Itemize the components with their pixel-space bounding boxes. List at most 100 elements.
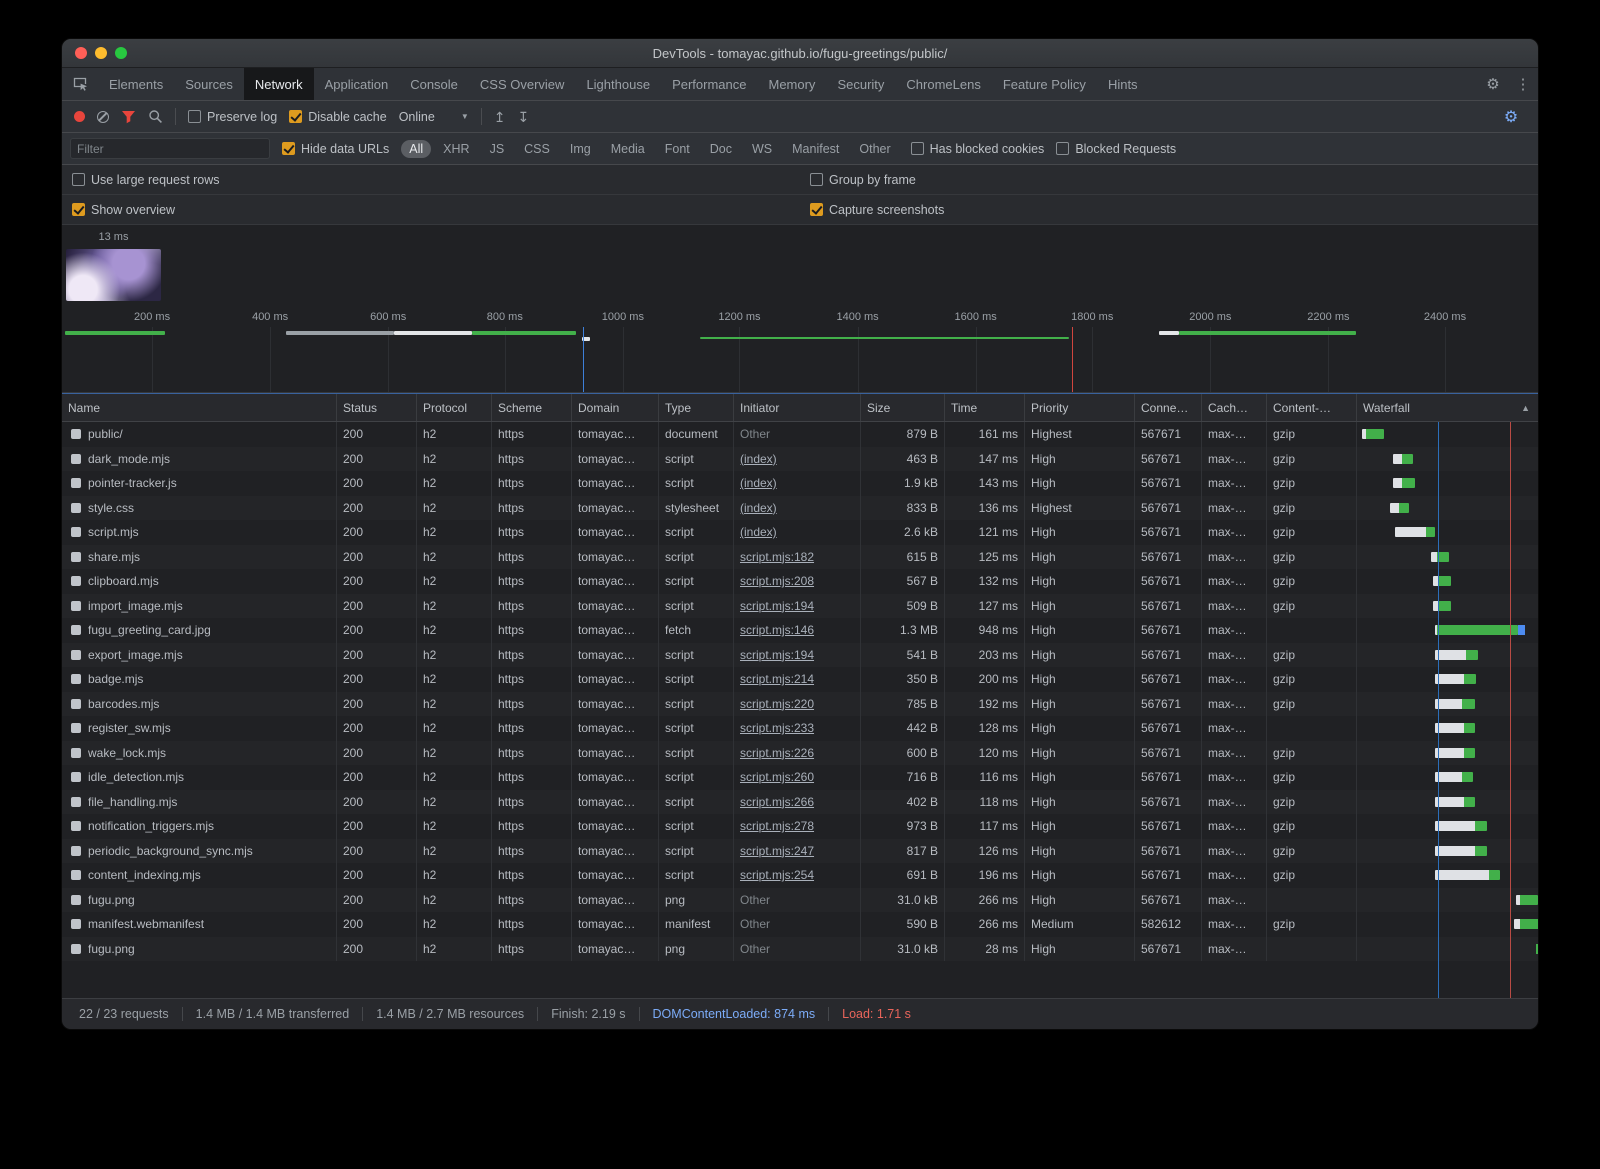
initiator-link[interactable]: script.mjs:260: [740, 770, 815, 784]
column-header-name[interactable]: Name: [62, 394, 337, 421]
initiator-link[interactable]: script.mjs:194: [740, 598, 815, 613]
table-row[interactable]: pointer-tracker.js 200 h2 https tomayac… scri…: [62, 471, 1538, 496]
initiator-link[interactable]: script.mjs:182: [740, 549, 815, 564]
initiator-link[interactable]: script.mjs:226: [740, 745, 815, 760]
table-row[interactable]: clipboard.mjs 200 h2 https tomayac… script scr…: [62, 569, 1538, 594]
table-row[interactable]: wake_lock.mjs 200 h2 https tomayac… script scr…: [62, 740, 1538, 765]
tab-performance[interactable]: Performance: [672, 76, 747, 92]
initiator-link[interactable]: script.mjs:194: [740, 647, 815, 662]
preserve-log-checkbox[interactable]: Preserve log: [188, 110, 277, 124]
clear-requests-icon[interactable]: [97, 110, 109, 123]
initiator-link[interactable]: script.mjs:278: [740, 819, 815, 833]
column-header-cache[interactable]: Cach…: [1202, 394, 1267, 421]
table-row[interactable]: periodic_background_sync.mjs 200 h2 https to…: [62, 838, 1538, 863]
column-header-type[interactable]: Type: [659, 394, 734, 421]
tab-application[interactable]: Application: [324, 76, 389, 92]
table-row[interactable]: fugu_greeting_card.jpg 200 h2 https tomayac……: [62, 618, 1538, 643]
table-row[interactable]: fugu.png 200 h2 https tomayac… png Other 31.0 k…: [62, 887, 1538, 912]
throttling-dropdown[interactable]: Online ▼: [399, 110, 469, 124]
tab-elements[interactable]: Elements: [109, 76, 164, 92]
tab-security[interactable]: Security: [837, 76, 885, 92]
use-large-request-rows-checkbox[interactable]: Use large request rows: [72, 173, 220, 187]
tab-sources[interactable]: Sources: [185, 76, 233, 92]
table-row[interactable]: content_indexing.mjs 200 h2 https tomayac… sc…: [62, 863, 1538, 888]
filter-chip-ws[interactable]: WS: [752, 141, 773, 156]
table-row[interactable]: fugu.png 200 h2 https tomayac… png Other 31.0 k…: [62, 936, 1538, 961]
table-row[interactable]: manifest.webmanifest 200 h2 https tomayac… ma…: [62, 912, 1538, 937]
column-header-size[interactable]: Size: [861, 394, 945, 421]
inspect-element-button[interactable]: [62, 68, 98, 100]
initiator-link[interactable]: script.mjs:247: [740, 843, 815, 858]
filter-chip-js[interactable]: JS: [489, 141, 505, 156]
export-har-icon[interactable]: ↧: [517, 108, 530, 125]
table-row[interactable]: barcodes.mjs 200 h2 https tomayac… script scri…: [62, 691, 1538, 716]
settings-gear-icon[interactable]: ⚙: [1486, 76, 1500, 93]
tab-console[interactable]: Console: [410, 76, 458, 92]
table-row[interactable]: public/200 h2 https tomayac… document Other 87…: [62, 422, 1538, 447]
tab-feature-policy[interactable]: Feature Policy: [1002, 76, 1086, 92]
has-blocked-cookies-checkbox[interactable]: Has blocked cookies: [910, 142, 1044, 156]
tab-chromelens[interactable]: ChromeLens: [906, 76, 981, 92]
column-header-scheme[interactable]: Scheme: [492, 394, 572, 421]
zoom-window-button[interactable]: [115, 47, 127, 59]
close-window-button[interactable]: [75, 47, 87, 59]
filter-chip-manifest[interactable]: Manifest: [792, 141, 840, 156]
column-header-content[interactable]: Content-…: [1267, 394, 1357, 421]
import-har-icon[interactable]: ↥: [493, 108, 506, 125]
initiator-link[interactable]: script.mjs:233: [740, 721, 815, 735]
tab-network[interactable]: Network: [243, 68, 314, 100]
initiator-link[interactable]: (index): [740, 525, 777, 539]
table-row[interactable]: idle_detection.mjs 200 h2 https tomayac… scri…: [62, 765, 1538, 790]
initiator-link[interactable]: (index): [740, 476, 777, 490]
filter-chip-media[interactable]: Media: [610, 141, 645, 156]
table-row[interactable]: share.mjs 200 h2 https tomayac… script script.…: [62, 544, 1538, 569]
table-row[interactable]: export_image.mjs 200 h2 https tomayac… script…: [62, 642, 1538, 667]
column-header-connection[interactable]: Conne…: [1135, 394, 1202, 421]
minimize-window-button[interactable]: [95, 47, 107, 59]
blocked-requests-checkbox[interactable]: Blocked Requests: [1056, 142, 1176, 156]
filter-funnel-icon[interactable]: [121, 110, 136, 124]
show-overview-checkbox[interactable]: Show overview: [72, 203, 175, 217]
column-header-priority[interactable]: Priority: [1025, 394, 1135, 421]
filter-chip-doc[interactable]: Doc: [709, 141, 732, 156]
column-header-domain[interactable]: Domain: [572, 394, 659, 421]
table-row[interactable]: import_image.mjs 200 h2 https tomayac… script…: [62, 593, 1538, 618]
column-header-initiator[interactable]: Initiator: [734, 394, 861, 421]
column-header-waterfall[interactable]: Waterfall ▲: [1357, 394, 1538, 421]
initiator-link[interactable]: (index): [740, 500, 777, 515]
tab-css-overview[interactable]: CSS Overview: [479, 76, 565, 92]
screenshot-thumbnail[interactable]: [66, 249, 161, 301]
initiator-link[interactable]: script.mjs:266: [740, 794, 815, 809]
disable-cache-checkbox[interactable]: Disable cache: [289, 110, 387, 124]
filter-chip-other[interactable]: Other: [859, 141, 891, 156]
group-by-frame-checkbox[interactable]: Group by frame: [810, 173, 916, 187]
initiator-link[interactable]: script.mjs:208: [740, 574, 815, 588]
table-row[interactable]: notification_triggers.mjs 200 h2 https tomay…: [62, 814, 1538, 839]
initiator-link[interactable]: script.mjs:254: [740, 868, 815, 882]
tab-memory[interactable]: Memory: [768, 76, 816, 92]
more-options-kebab-icon[interactable]: ⋮: [1515, 76, 1531, 93]
filter-chip-xhr[interactable]: XHR: [443, 141, 470, 156]
filter-chip-all[interactable]: All: [401, 139, 432, 158]
tab-hints[interactable]: Hints: [1107, 76, 1138, 92]
initiator-link[interactable]: script.mjs:214: [740, 672, 815, 686]
search-icon[interactable]: [148, 109, 163, 124]
filter-chip-css[interactable]: CSS: [524, 141, 550, 156]
initiator-link[interactable]: script.mjs:220: [740, 696, 815, 711]
table-row[interactable]: badge.mjs 200 h2 https tomayac… script script.…: [62, 667, 1538, 692]
initiator-link[interactable]: script.mjs:146: [740, 623, 815, 637]
network-conditions-gear-icon[interactable]: ⚙: [1503, 108, 1519, 126]
filter-chip-img[interactable]: Img: [569, 141, 591, 156]
capture-screenshots-checkbox[interactable]: Capture screenshots: [810, 203, 944, 217]
tab-lighthouse[interactable]: Lighthouse: [586, 76, 651, 92]
column-header-protocol[interactable]: Protocol: [417, 394, 492, 421]
filter-chip-font[interactable]: Font: [664, 141, 690, 156]
table-row[interactable]: register_sw.mjs 200 h2 https tomayac… script s…: [62, 716, 1538, 741]
table-row[interactable]: style.css 200 h2 https tomayac… stylesheet (in…: [62, 495, 1538, 520]
table-row[interactable]: dark_mode.mjs 200 h2 https tomayac… script (in…: [62, 446, 1538, 471]
column-header-status[interactable]: Status: [337, 394, 417, 421]
initiator-link[interactable]: (index): [740, 451, 777, 466]
filter-input[interactable]: [70, 138, 270, 159]
record-button[interactable]: [74, 111, 85, 122]
timeline-overview[interactable]: 200 ms 400 ms 600 ms 800 ms 1000 ms 1200 ms 14…: [62, 307, 1538, 393]
